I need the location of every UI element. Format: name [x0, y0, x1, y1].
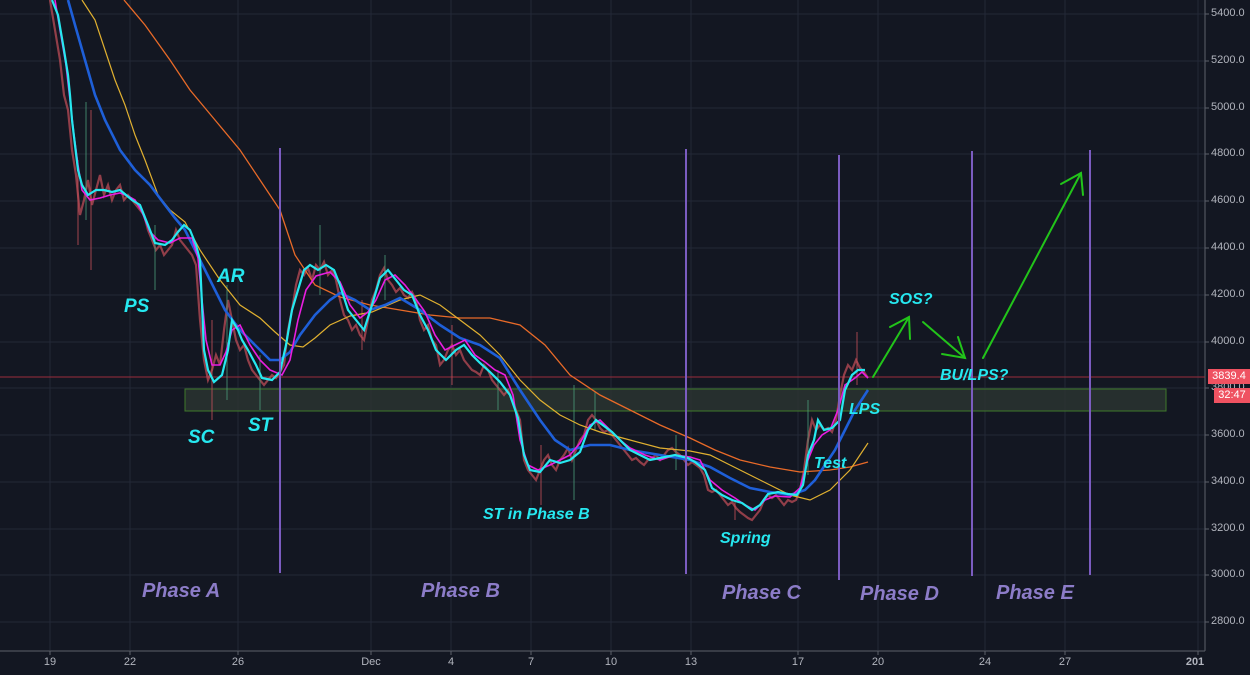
phase-b-label[interactable]: Phase B: [421, 580, 500, 602]
ma-blue-line: [66, 0, 870, 497]
x-tick-label: 22: [123, 656, 137, 668]
phase-d-label[interactable]: Phase D: [860, 583, 939, 605]
phase-divider-lines: [279, 148, 1091, 580]
ma-magenta-line: [54, 0, 869, 511]
horizontal-gridlines: [0, 13, 1205, 623]
annotation-ps[interactable]: PS: [124, 296, 150, 317]
y-tick-label: 3200.0: [1211, 522, 1245, 534]
y-tick-label: 4000.0: [1211, 335, 1245, 347]
annotation-spring[interactable]: Spring: [720, 530, 771, 547]
x-tick-label: 17: [791, 656, 805, 668]
markup-arrow-line: [982, 172, 1082, 359]
annotation-test[interactable]: Test: [814, 455, 847, 472]
y-tick-label: 2800.0: [1211, 615, 1245, 627]
sos-arrow-line: [872, 316, 910, 378]
y-tick-label: 4200.0: [1211, 288, 1245, 300]
annotation-ar[interactable]: AR: [217, 266, 245, 287]
annotation-sc[interactable]: SC: [188, 427, 215, 448]
last-price-badge: 3839.4: [1208, 369, 1250, 384]
support-zone-box[interactable]: [184, 388, 1167, 412]
y-axis-tick-marks: [1205, 13, 1209, 623]
x-axis-tick-marks: [49, 651, 1199, 655]
sos-arrowhead-icon: [889, 315, 911, 340]
y-tick-label: 3400.0: [1211, 475, 1245, 487]
phase-e-label[interactable]: Phase E: [996, 582, 1074, 604]
annotation-sos[interactable]: SOS?: [889, 291, 933, 308]
y-tick-label: 4800.0: [1211, 147, 1245, 159]
x-tick-label: 10: [604, 656, 618, 668]
x-tick-label: 27: [1058, 656, 1072, 668]
x-tick-label: 13: [684, 656, 698, 668]
annotation-st-phase-b[interactable]: ST in Phase B: [483, 506, 590, 523]
x-tick-label: 20: [871, 656, 885, 668]
x-tick-label-year: 201: [1185, 656, 1205, 668]
ma-cyan-line: [50, 0, 865, 512]
x-tick-label: 19: [43, 656, 57, 668]
vertical-gridlines: [49, 0, 1199, 650]
x-tick-label: 26: [231, 656, 245, 668]
y-tick-label: 3600.0: [1211, 428, 1245, 440]
candlesticks: [48, 0, 869, 522]
projection-arrows[interactable]: [872, 171, 1084, 378]
phase-a-label[interactable]: Phase A: [142, 580, 221, 602]
annotation-bu-lps[interactable]: BU/LPS?: [940, 367, 1009, 384]
x-tick-label: 24: [978, 656, 992, 668]
bu-lps-arrowhead-icon: [941, 336, 967, 360]
ma-orange-line: [123, 0, 869, 473]
markup-arrowhead-icon: [1060, 171, 1084, 196]
x-tick-label: Dec: [361, 656, 381, 668]
bar-countdown-badge: 32:47: [1214, 388, 1250, 403]
y-tick-label: 5400.0: [1211, 7, 1245, 19]
x-tick-label: 4: [447, 656, 455, 668]
bu-lps-arrow-line: [922, 321, 966, 359]
annotation-lps[interactable]: LPS: [849, 401, 881, 418]
y-tick-label: 5200.0: [1211, 54, 1245, 66]
y-tick-label: 5000.0: [1211, 101, 1245, 113]
x-tick-label: 7: [527, 656, 535, 668]
annotation-st[interactable]: ST: [248, 415, 273, 436]
phase-c-label[interactable]: Phase C: [722, 582, 801, 604]
y-tick-label: 4600.0: [1211, 194, 1245, 206]
y-tick-label: 4400.0: [1211, 241, 1245, 253]
y-tick-label: 3000.0: [1211, 568, 1245, 580]
